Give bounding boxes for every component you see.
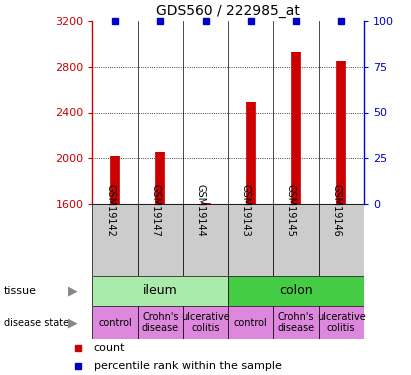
Text: GSM19144: GSM19144 xyxy=(196,184,206,237)
Text: disease state: disease state xyxy=(4,318,69,327)
Title: GDS560 / 222985_at: GDS560 / 222985_at xyxy=(156,4,300,18)
Bar xyxy=(319,306,364,339)
Text: GSM19147: GSM19147 xyxy=(150,184,160,237)
Bar xyxy=(319,204,364,276)
Text: control: control xyxy=(98,318,132,327)
Bar xyxy=(228,204,273,276)
Bar xyxy=(92,276,228,306)
Text: Crohn's
disease: Crohn's disease xyxy=(142,312,179,333)
Text: GSM19143: GSM19143 xyxy=(241,184,251,237)
Text: ulcerative
colitis: ulcerative colitis xyxy=(181,312,230,333)
Text: ileum: ileum xyxy=(143,284,178,297)
Bar xyxy=(92,306,138,339)
Text: GSM19145: GSM19145 xyxy=(286,184,296,237)
Text: tissue: tissue xyxy=(4,286,37,296)
Bar xyxy=(92,204,138,276)
Text: Crohn's
disease: Crohn's disease xyxy=(277,312,314,333)
Bar xyxy=(183,306,228,339)
Text: percentile rank within the sample: percentile rank within the sample xyxy=(94,361,282,371)
Text: GSM19142: GSM19142 xyxy=(105,184,115,237)
Text: ▶: ▶ xyxy=(69,284,78,297)
Text: ▶: ▶ xyxy=(69,316,78,329)
Text: control: control xyxy=(234,318,268,327)
Bar xyxy=(138,204,183,276)
Bar xyxy=(183,204,228,276)
Bar xyxy=(273,204,319,276)
Bar xyxy=(228,306,273,339)
Bar xyxy=(138,306,183,339)
Text: ulcerative
colitis: ulcerative colitis xyxy=(317,312,365,333)
Text: count: count xyxy=(94,343,125,353)
Text: GSM19146: GSM19146 xyxy=(331,184,341,237)
Bar xyxy=(228,276,364,306)
Text: colon: colon xyxy=(279,284,313,297)
Bar xyxy=(273,306,319,339)
